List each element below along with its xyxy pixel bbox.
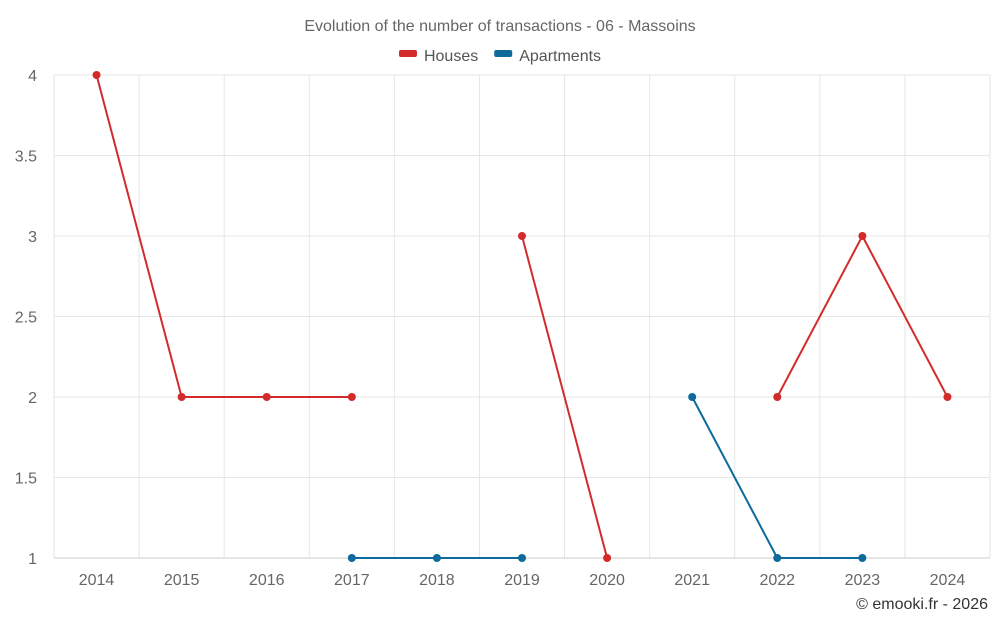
legend-label: Houses: [424, 48, 478, 65]
y-tick-label: 2: [28, 390, 37, 407]
x-tick-label: 2020: [589, 572, 625, 589]
data-point-apartments[interactable]: [773, 554, 782, 562]
y-tick-label: 2.5: [15, 310, 37, 327]
data-point-houses[interactable]: [347, 393, 356, 401]
data-point-apartments[interactable]: [688, 393, 697, 401]
y-tick-label: 1: [28, 551, 37, 568]
y-tick-label: 3: [28, 229, 37, 246]
x-tick-label: 2015: [164, 572, 200, 589]
legend-swatch: [494, 50, 513, 57]
legend: Houses Apartments: [398, 48, 601, 65]
y-tick-label: 1.5: [15, 471, 37, 488]
data-point-houses[interactable]: [518, 232, 526, 240]
legend-label: Apartments: [519, 48, 601, 65]
data-point-houses[interactable]: [943, 393, 952, 401]
data-point-houses[interactable]: [773, 393, 782, 401]
grid: [53, 74, 991, 559]
series-houses: [92, 71, 952, 562]
data-point-apartments[interactable]: [347, 554, 356, 562]
x-tick-label: 2017: [334, 572, 370, 589]
y-tick-label: 4: [28, 68, 37, 85]
data-point-apartments[interactable]: [518, 554, 526, 562]
series-line-houses: [521, 235, 609, 559]
data-point-houses[interactable]: [177, 393, 186, 401]
x-tick-label: 2014: [79, 572, 115, 589]
series-line-houses: [95, 74, 352, 398]
x-tick-label: 2021: [674, 572, 710, 589]
x-tick-label: 2023: [845, 572, 881, 589]
data-point-houses[interactable]: [92, 71, 101, 79]
x-tick-label: 2016: [249, 572, 285, 589]
series-layer: [92, 71, 952, 562]
legend-item-apartments[interactable]: Apartments: [494, 48, 601, 65]
data-point-apartments[interactable]: [432, 554, 441, 562]
data-point-houses[interactable]: [603, 554, 612, 562]
y-tick-label: 3.5: [15, 149, 37, 166]
legend-swatch: [398, 50, 417, 57]
series-apartments: [347, 393, 867, 562]
data-point-apartments[interactable]: [858, 554, 867, 562]
x-tick-label: 2019: [504, 572, 540, 589]
x-tick-label: 2018: [419, 572, 455, 589]
data-point-houses[interactable]: [858, 232, 867, 240]
x-axis-ticks: 2014 2015 2016 2017 2018 2019 2020 2021 2022 2023…: [79, 572, 966, 589]
chart-title: Evolution of the number of transactions …: [304, 18, 695, 35]
legend-item-houses[interactable]: Houses: [398, 48, 478, 65]
x-tick-label: 2022: [759, 572, 795, 589]
y-axis-ticks: 1 1.5 2 2.5 3 3.5 4: [15, 68, 37, 568]
x-tick-label: 2024: [930, 572, 966, 589]
credit-text: © emooki.fr - 2026: [856, 596, 988, 613]
data-point-houses[interactable]: [262, 393, 271, 401]
